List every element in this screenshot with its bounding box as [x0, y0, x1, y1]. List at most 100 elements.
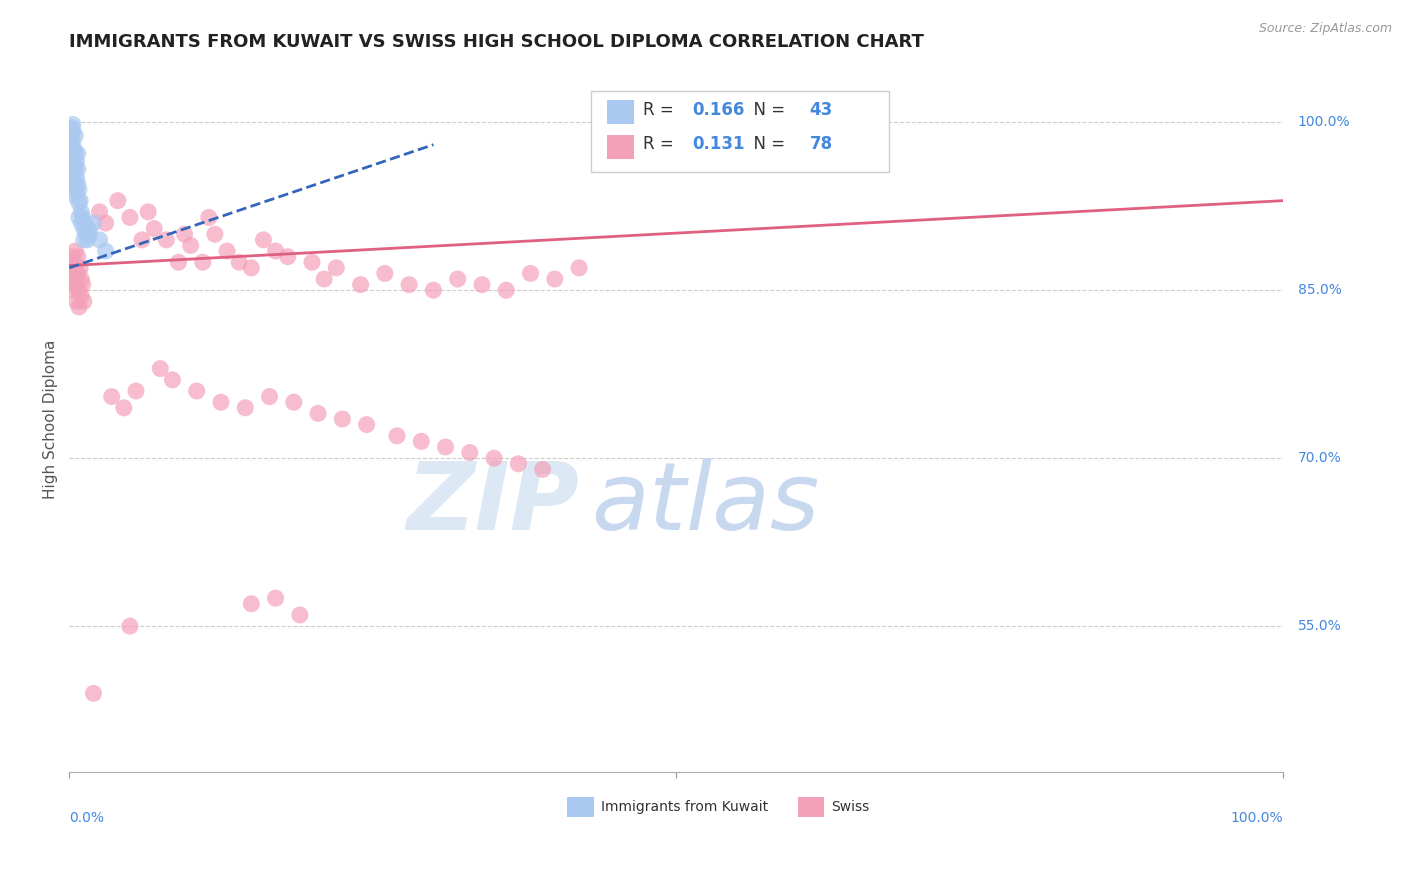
Point	[143, 221, 166, 235]
Point	[77, 221, 100, 235]
Point	[374, 267, 396, 281]
Point	[180, 238, 202, 252]
Point	[62, 166, 84, 180]
Text: Source: ZipAtlas.com: Source: ZipAtlas.com	[1258, 22, 1392, 36]
Point	[67, 195, 90, 210]
Y-axis label: High School Diploma: High School Diploma	[44, 339, 58, 499]
FancyBboxPatch shape	[591, 91, 889, 172]
Point	[75, 227, 97, 242]
Point	[398, 277, 420, 292]
Point	[73, 221, 96, 235]
Point	[568, 260, 591, 275]
Point	[422, 283, 444, 297]
Point	[83, 216, 105, 230]
Point	[447, 272, 470, 286]
Point	[70, 289, 93, 303]
Point	[60, 277, 83, 292]
Point	[434, 440, 457, 454]
Point	[325, 260, 347, 275]
Point	[259, 390, 281, 404]
Point	[136, 204, 159, 219]
Text: N =: N =	[742, 101, 790, 119]
Point	[100, 390, 122, 404]
Point	[149, 361, 172, 376]
Text: ZIP: ZIP	[406, 458, 579, 549]
Point	[62, 267, 84, 281]
Point	[204, 227, 226, 242]
Point	[60, 160, 83, 174]
Point	[62, 118, 84, 132]
Point	[531, 462, 554, 476]
Text: 78: 78	[810, 136, 832, 153]
Point	[65, 294, 87, 309]
Text: R =: R =	[644, 136, 679, 153]
Point	[66, 146, 89, 161]
Point	[94, 244, 117, 258]
Point	[65, 146, 87, 161]
Point	[94, 216, 117, 230]
Point	[73, 216, 96, 230]
Point	[72, 277, 94, 292]
Point	[118, 211, 141, 225]
Point	[66, 267, 89, 281]
Point	[73, 233, 96, 247]
Point	[62, 283, 84, 297]
Text: Immigrants from Kuwait: Immigrants from Kuwait	[600, 800, 768, 814]
Point	[65, 162, 87, 177]
Point	[83, 686, 105, 700]
Point	[89, 204, 111, 219]
Point	[69, 194, 91, 208]
Text: 100.0%: 100.0%	[1298, 115, 1350, 129]
Point	[76, 233, 98, 247]
Point	[63, 158, 86, 172]
Point	[112, 401, 135, 415]
Point	[233, 401, 256, 415]
Point	[69, 260, 91, 275]
Point	[65, 128, 87, 143]
Point	[65, 171, 87, 186]
Text: 55.0%: 55.0%	[1298, 619, 1341, 633]
Bar	[607, 100, 634, 124]
Text: atlas: atlas	[591, 458, 820, 549]
Point	[198, 211, 221, 225]
Point	[62, 151, 84, 165]
Point	[89, 233, 111, 247]
Text: 85.0%: 85.0%	[1298, 284, 1341, 297]
Point	[62, 124, 84, 138]
Point	[240, 597, 263, 611]
Point	[65, 260, 87, 275]
Point	[118, 619, 141, 633]
Point	[70, 272, 93, 286]
Point	[482, 451, 505, 466]
Point	[65, 277, 87, 292]
Point	[63, 255, 86, 269]
Point	[66, 177, 89, 191]
Point	[62, 137, 84, 152]
Point	[63, 188, 86, 202]
Bar	[797, 797, 824, 817]
Point	[70, 216, 93, 230]
Point	[63, 272, 86, 286]
Point	[59, 143, 82, 157]
Point	[252, 233, 274, 247]
Point	[67, 182, 90, 196]
Point	[65, 180, 87, 194]
Text: 0.131: 0.131	[692, 136, 744, 153]
Point	[301, 255, 323, 269]
Point	[59, 127, 82, 141]
Point	[60, 250, 83, 264]
Text: 100.0%: 100.0%	[1230, 811, 1284, 824]
Point	[73, 294, 96, 309]
Point	[131, 233, 153, 247]
Point	[191, 255, 214, 269]
Text: 70.0%: 70.0%	[1298, 451, 1341, 466]
Point	[307, 406, 329, 420]
Point	[155, 233, 177, 247]
Point	[65, 154, 87, 169]
Point	[59, 260, 82, 275]
Text: R =: R =	[644, 101, 679, 119]
Point	[125, 384, 148, 398]
Point	[63, 143, 86, 157]
Point	[288, 607, 311, 622]
Point	[62, 177, 84, 191]
